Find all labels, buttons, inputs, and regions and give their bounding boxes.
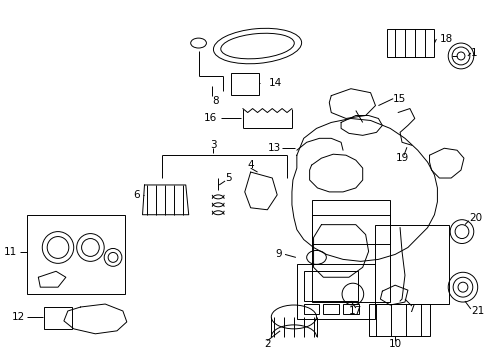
- Bar: [343, 304, 358, 314]
- Text: 3: 3: [209, 140, 216, 150]
- Bar: [296, 264, 375, 319]
- Text: 5: 5: [224, 173, 231, 183]
- Bar: [323, 304, 338, 314]
- Text: 14: 14: [268, 78, 281, 88]
- Text: 21: 21: [470, 306, 483, 316]
- Text: 18: 18: [439, 34, 452, 44]
- Text: 16: 16: [203, 113, 216, 123]
- Bar: [303, 271, 357, 301]
- Bar: [386, 29, 433, 57]
- Text: 15: 15: [392, 94, 406, 104]
- Text: 11: 11: [3, 247, 17, 257]
- Text: 4: 4: [247, 160, 253, 170]
- Text: 8: 8: [212, 96, 219, 105]
- Text: 7: 7: [407, 304, 414, 314]
- Text: 1: 1: [470, 48, 476, 58]
- Bar: [303, 304, 319, 314]
- Bar: [375, 225, 448, 304]
- Text: 2: 2: [264, 339, 270, 349]
- Text: 12: 12: [11, 312, 24, 322]
- Text: 13: 13: [267, 143, 280, 153]
- Text: 19: 19: [395, 153, 408, 163]
- Text: 9: 9: [275, 249, 282, 260]
- Text: 10: 10: [388, 339, 401, 349]
- Bar: [311, 200, 389, 244]
- Bar: [311, 215, 389, 302]
- Text: 20: 20: [468, 213, 481, 223]
- Text: 17: 17: [348, 306, 362, 316]
- Bar: [26, 215, 124, 294]
- Bar: [230, 73, 258, 95]
- Bar: [44, 307, 72, 329]
- Text: 6: 6: [133, 190, 139, 200]
- Bar: [368, 304, 428, 336]
